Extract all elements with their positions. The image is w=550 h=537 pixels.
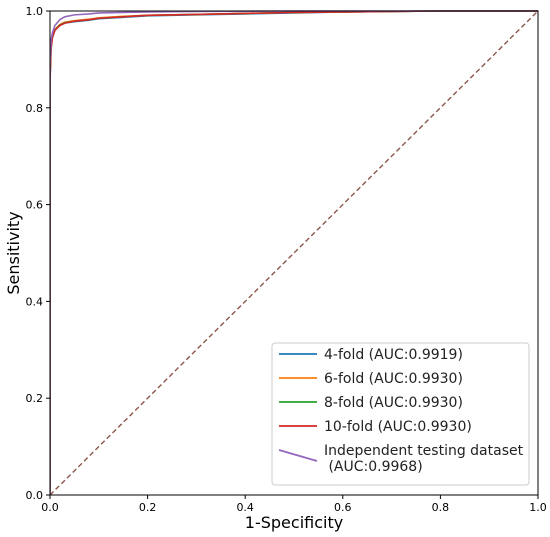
legend-label-4: 10-fold (AUC:0.9930) (324, 419, 472, 435)
diagonal-reference-layer (49, 10, 539, 496)
legend-box (271, 342, 530, 486)
y-tick-label: 1.0 (26, 5, 44, 18)
legend: 4-fold (AUC:0.9919) 6-fold (AUC:0.9930) 8-… (271, 342, 530, 486)
y-tick-label: 0.8 (26, 102, 44, 115)
x-tick-label: 0.6 (334, 501, 352, 514)
y-axis-label: Sensitivity (4, 211, 23, 294)
x-axis-ticks: 0.0 0.2 0.4 0.6 0.8 1.0 (41, 495, 547, 514)
y-tick-label: 0.0 (26, 489, 44, 502)
x-tick-label: 0.2 (139, 501, 157, 514)
diagonal-reference-line (49, 10, 539, 496)
x-tick-label: 1.0 (529, 501, 547, 514)
x-tick-label: 0.0 (41, 501, 59, 514)
x-axis-label: 1-Specificity (245, 513, 343, 532)
roc-curve-series-4 (50, 10, 538, 495)
legend-label-3: 8-fold (AUC:0.9930) (324, 395, 463, 411)
y-tick-label: 0.4 (26, 295, 44, 308)
x-tick-label: 0.8 (432, 501, 450, 514)
legend-label-2: 6-fold (AUC:0.9930) (324, 371, 463, 387)
y-axis-ticks: 0.0 0.2 0.4 0.6 0.8 1.0 (26, 5, 50, 502)
x-tick-label: 0.4 (236, 501, 254, 514)
y-tick-label: 0.2 (26, 392, 44, 405)
legend-label-1: 4-fold (AUC:0.9919) (324, 347, 463, 363)
y-tick-label: 0.6 (26, 199, 44, 212)
legend-swatch-5 (278, 449, 318, 462)
plot-frame (49, 10, 539, 496)
legend-label-5: Independent testing dataset (AUC:0.9968) (324, 443, 524, 475)
